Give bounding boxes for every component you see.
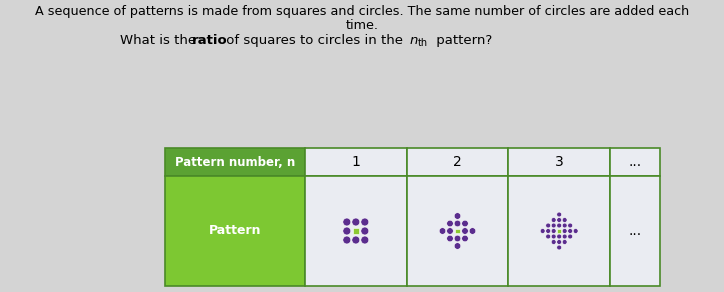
Circle shape [573,229,578,233]
Bar [557,229,561,233]
Circle shape [568,229,573,233]
Circle shape [352,218,360,226]
Circle shape [454,235,460,242]
Circle shape [563,223,567,228]
Circle shape [361,236,369,244]
Circle shape [447,228,453,234]
Circle shape [568,223,573,228]
Circle shape [361,218,369,226]
Circle shape [546,229,550,233]
Text: Pattern: Pattern [209,225,261,237]
Circle shape [447,235,453,242]
Circle shape [343,227,351,235]
Text: ...: ... [628,155,641,169]
Circle shape [454,243,460,249]
Circle shape [361,227,369,235]
Circle shape [447,220,453,227]
Circle shape [557,223,562,228]
Circle shape [551,218,556,223]
Circle shape [551,239,556,244]
FancyBboxPatch shape [610,148,660,176]
Bar [455,229,460,233]
Text: 3: 3 [555,155,563,169]
Circle shape [546,223,550,228]
Circle shape [462,228,468,234]
Circle shape [469,228,476,234]
Bar [353,228,359,234]
Text: n: n [410,34,418,47]
Circle shape [563,234,567,239]
Circle shape [546,234,550,239]
Text: pattern?: pattern? [432,34,492,47]
Circle shape [563,239,567,244]
Text: 2: 2 [453,155,462,169]
Text: 1: 1 [351,155,361,169]
Circle shape [568,234,573,239]
Text: Pattern number, n: Pattern number, n [175,156,295,168]
FancyBboxPatch shape [305,148,407,176]
Circle shape [557,234,562,239]
Text: of squares to circles in the: of squares to circles in the [222,34,407,47]
FancyBboxPatch shape [165,176,305,286]
Circle shape [551,223,556,228]
Circle shape [557,212,562,217]
Text: A sequence of patterns is made from squares and circles. The same number of circ: A sequence of patterns is made from squa… [35,5,689,18]
Text: ratio: ratio [192,34,228,47]
Circle shape [462,235,468,242]
Circle shape [551,234,556,239]
FancyBboxPatch shape [407,148,508,176]
Circle shape [352,236,360,244]
Circle shape [454,220,460,227]
Circle shape [563,229,567,233]
Circle shape [551,229,556,233]
Circle shape [343,236,351,244]
FancyBboxPatch shape [165,148,305,176]
FancyBboxPatch shape [508,176,610,286]
Circle shape [557,218,562,223]
Text: th: th [418,38,428,48]
FancyBboxPatch shape [508,148,610,176]
Circle shape [454,213,460,219]
Text: ...: ... [628,224,641,238]
Circle shape [439,228,446,234]
Circle shape [563,218,567,223]
Text: time.: time. [345,19,379,32]
Circle shape [462,220,468,227]
Circle shape [343,218,351,226]
Text: What is the: What is the [120,34,201,47]
FancyBboxPatch shape [407,176,508,286]
Circle shape [557,245,562,250]
Circle shape [540,229,545,233]
FancyBboxPatch shape [610,176,660,286]
Circle shape [557,239,562,244]
FancyBboxPatch shape [305,176,407,286]
